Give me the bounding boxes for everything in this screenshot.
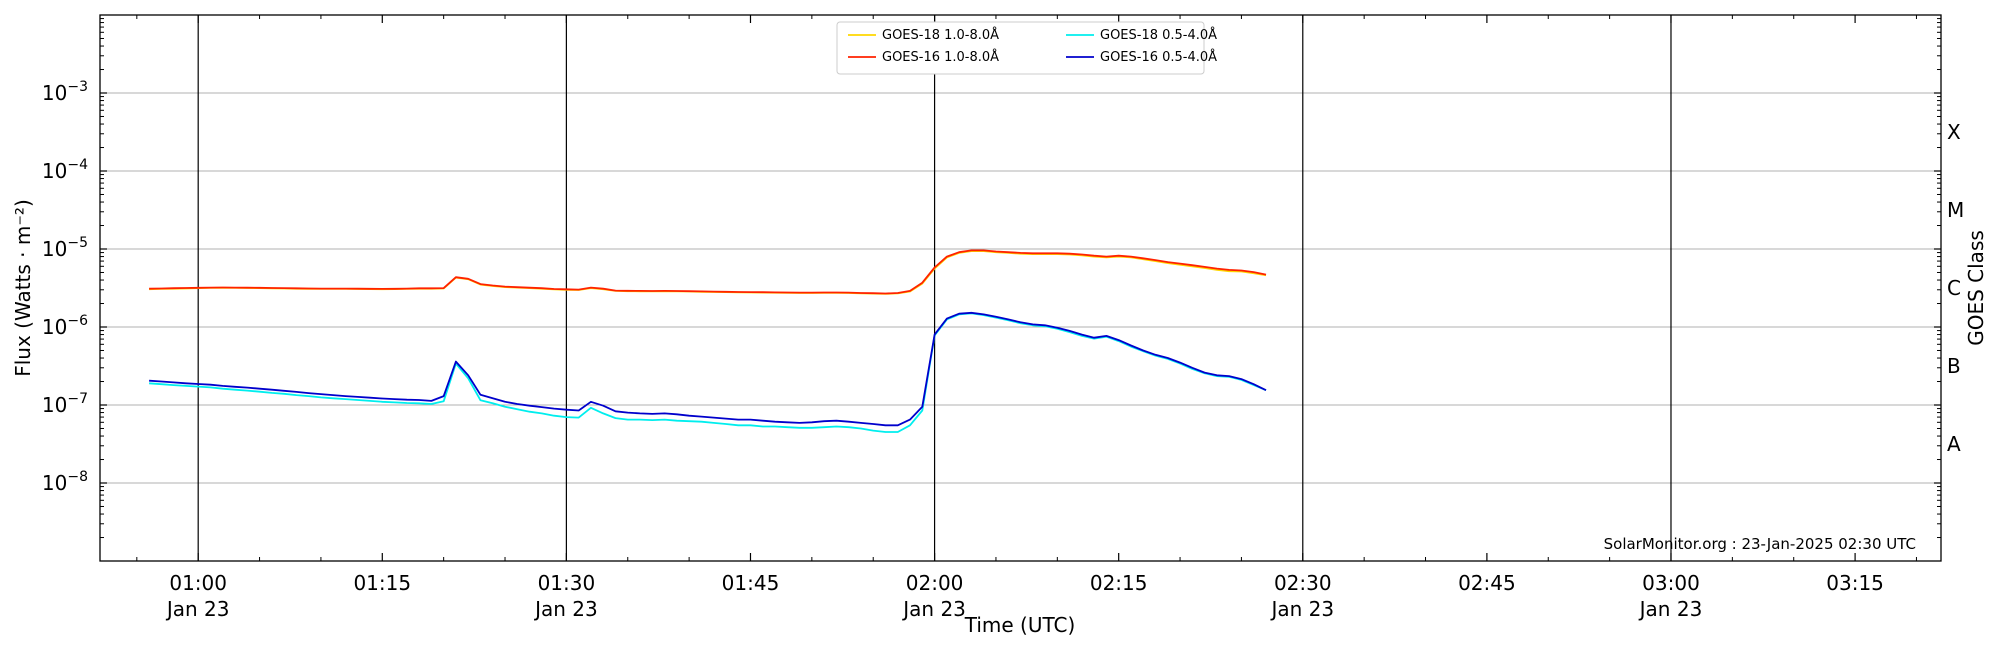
y-tick-label: 10−4	[42, 157, 88, 183]
y-axis-label: Flux (Watts · m⁻²)	[11, 199, 35, 377]
y-tick-label: 10−7	[42, 391, 88, 417]
x-tick-label: 02:00	[906, 571, 964, 595]
series-line-2	[149, 312, 1267, 433]
goes-class-label: X	[1947, 120, 1961, 144]
x-tick-label: 01:30	[538, 571, 596, 595]
series-line-1	[149, 249, 1267, 295]
legend-entry: GOES-18 0.5-4.0Å	[1100, 27, 1217, 43]
x-tick-date-label: Jan 23	[165, 597, 230, 621]
credit-text: SolarMonitor.org : 23-Jan-2025 02:30 UTC	[1604, 535, 1916, 553]
y-tick-label: 10−3	[42, 79, 88, 105]
goes-class-label: C	[1947, 276, 1961, 300]
goes-class-label: M	[1947, 198, 1964, 222]
legend-box	[836, 21, 1205, 75]
series-line-3	[149, 311, 1267, 427]
x-axis-label: Time (UTC)	[964, 613, 1076, 637]
goes-class-labels: A B C M X	[1947, 120, 1964, 456]
series-lines	[149, 249, 1267, 433]
x-tick-date-label: Jan 23	[1269, 597, 1334, 621]
legend-entry: GOES-18 1.0-8.0Å	[882, 27, 999, 43]
x-tick-date-label: Jan 23	[533, 597, 598, 621]
x-tick-label: 01:00	[169, 571, 227, 595]
x-tick-date-label: Jan 23	[1638, 597, 1703, 621]
y-tick-label: 10−8	[42, 469, 88, 495]
goes-class-label: B	[1947, 354, 1961, 378]
legend: GOES-18 1.0-8.0Å GOES-18 0.5-4.0Å GOES-16 …	[836, 21, 1217, 75]
x-tick-label: 03:00	[1642, 571, 1700, 595]
x-tick-label: 03:15	[1826, 571, 1884, 595]
x-tick-label: 01:15	[353, 571, 411, 595]
grid-lines	[100, 92, 1941, 484]
y-tick-label: 10−6	[42, 313, 88, 339]
x-tick-date-label: Jan 23	[901, 597, 966, 621]
legend-entry: GOES-16 1.0-8.0Å	[882, 49, 999, 65]
y-axis-ticks: 10−8 10−7 10−6 10−5 10−4 10−3	[42, 18, 1941, 539]
plot-frame	[99, 14, 1942, 562]
legend-entry: GOES-16 0.5-4.0Å	[1100, 49, 1217, 65]
x-tick-label: 02:30	[1274, 571, 1332, 595]
x-tick-label: 01:45	[722, 571, 780, 595]
y2-axis-label: GOES Class	[1964, 230, 1988, 346]
goes-class-label: A	[1947, 432, 1961, 456]
y-tick-label: 10−5	[42, 235, 88, 261]
x-tick-label: 02:45	[1458, 571, 1516, 595]
day-marker-lines	[197, 15, 1672, 561]
x-tick-label: 02:15	[1090, 571, 1148, 595]
